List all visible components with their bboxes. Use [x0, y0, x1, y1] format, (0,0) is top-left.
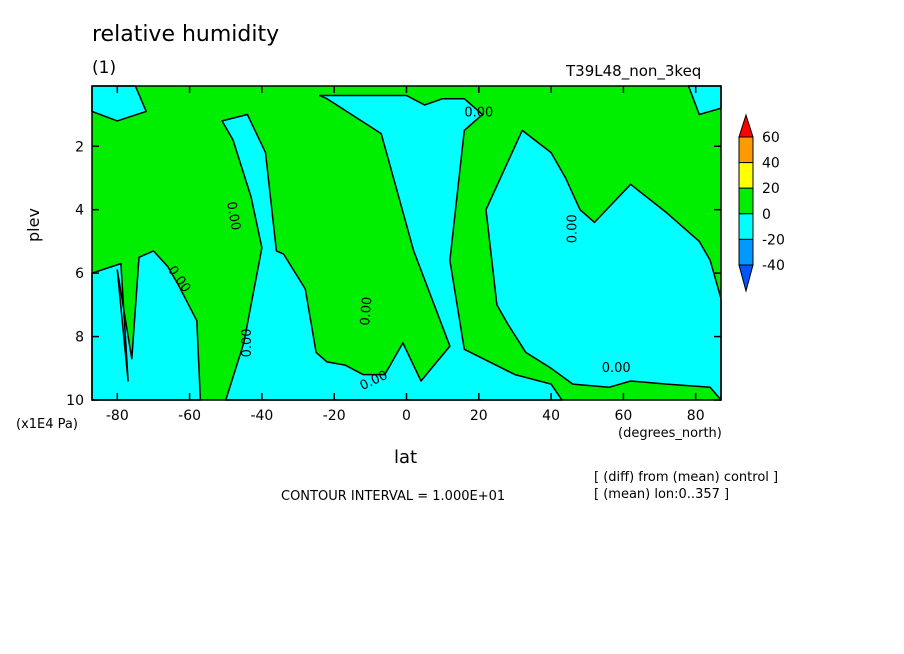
- note-diff: [ (diff) from (mean) control ]: [594, 470, 779, 485]
- x-tick-label: 20: [470, 408, 488, 424]
- x-axis: -80 -60 -40 -20 0 20 40 60 80: [106, 86, 705, 424]
- colorbar-level-label: -20: [762, 232, 785, 248]
- y-tick-label: 8: [75, 330, 84, 346]
- colorbar-level-label: -40: [762, 258, 785, 274]
- colorbar-top-arrow: [738, 113, 754, 138]
- y-tick-label: 2: [75, 139, 84, 155]
- colorbar-segment: [738, 238, 754, 266]
- y-tick-label: 4: [75, 203, 84, 219]
- x-tick-label: -60: [178, 408, 201, 424]
- colorbar-segment: [738, 162, 754, 189]
- x-tick-label: 60: [614, 408, 632, 424]
- contour-label: 0.00: [464, 105, 493, 120]
- colorbar-level-label: 0: [762, 207, 771, 223]
- chart-title: relative humidity: [92, 22, 280, 47]
- contour-region-4: [485, 129, 722, 401]
- colorbar-level-label: 40: [762, 156, 780, 172]
- colorbar-segment: [738, 187, 754, 215]
- contour-label: 0.00: [565, 214, 580, 243]
- x-tick-label: -40: [250, 408, 273, 424]
- x-tick-label: -20: [323, 408, 346, 424]
- case-label: T39L48_non_3keq: [566, 62, 702, 80]
- y-tick-label: 6: [75, 266, 84, 282]
- y-axis-label: plev: [24, 208, 43, 242]
- contour-interval-text: CONTOUR INTERVAL = 1.000E+01: [281, 489, 506, 504]
- y-axis: 2 4 6 8 10: [66, 139, 721, 409]
- contour-label: 0.00: [240, 328, 255, 357]
- x-tick-label: 80: [687, 408, 705, 424]
- contour-label: 0.00: [223, 200, 243, 231]
- colorbar-segment: [738, 136, 754, 164]
- y-tick-label: 10: [66, 393, 84, 409]
- contour-label: 0.00: [602, 361, 631, 376]
- note-mean: [ (mean) lon:0..357 ]: [594, 487, 730, 502]
- plot-area: [91, 85, 722, 401]
- chart-subtitle: (1): [92, 58, 117, 78]
- x-tick-label: 40: [542, 408, 560, 424]
- colorbar: 60 40 20 0 -20 -40: [738, 113, 785, 293]
- x-axis-label: lat: [394, 447, 418, 468]
- contour-label: 0.00: [358, 296, 375, 326]
- x-axis-unit: (degrees_north): [618, 426, 722, 441]
- colorbar-bottom-arrow: [738, 264, 754, 293]
- colorbar-segment: [738, 213, 754, 240]
- x-tick-label: -80: [106, 408, 129, 424]
- y-axis-unit: (x1E4 Pa): [16, 417, 78, 432]
- colorbar-level-label: 60: [762, 130, 780, 146]
- colorbar-level-label: 20: [762, 181, 780, 197]
- x-tick-label: 0: [402, 408, 411, 424]
